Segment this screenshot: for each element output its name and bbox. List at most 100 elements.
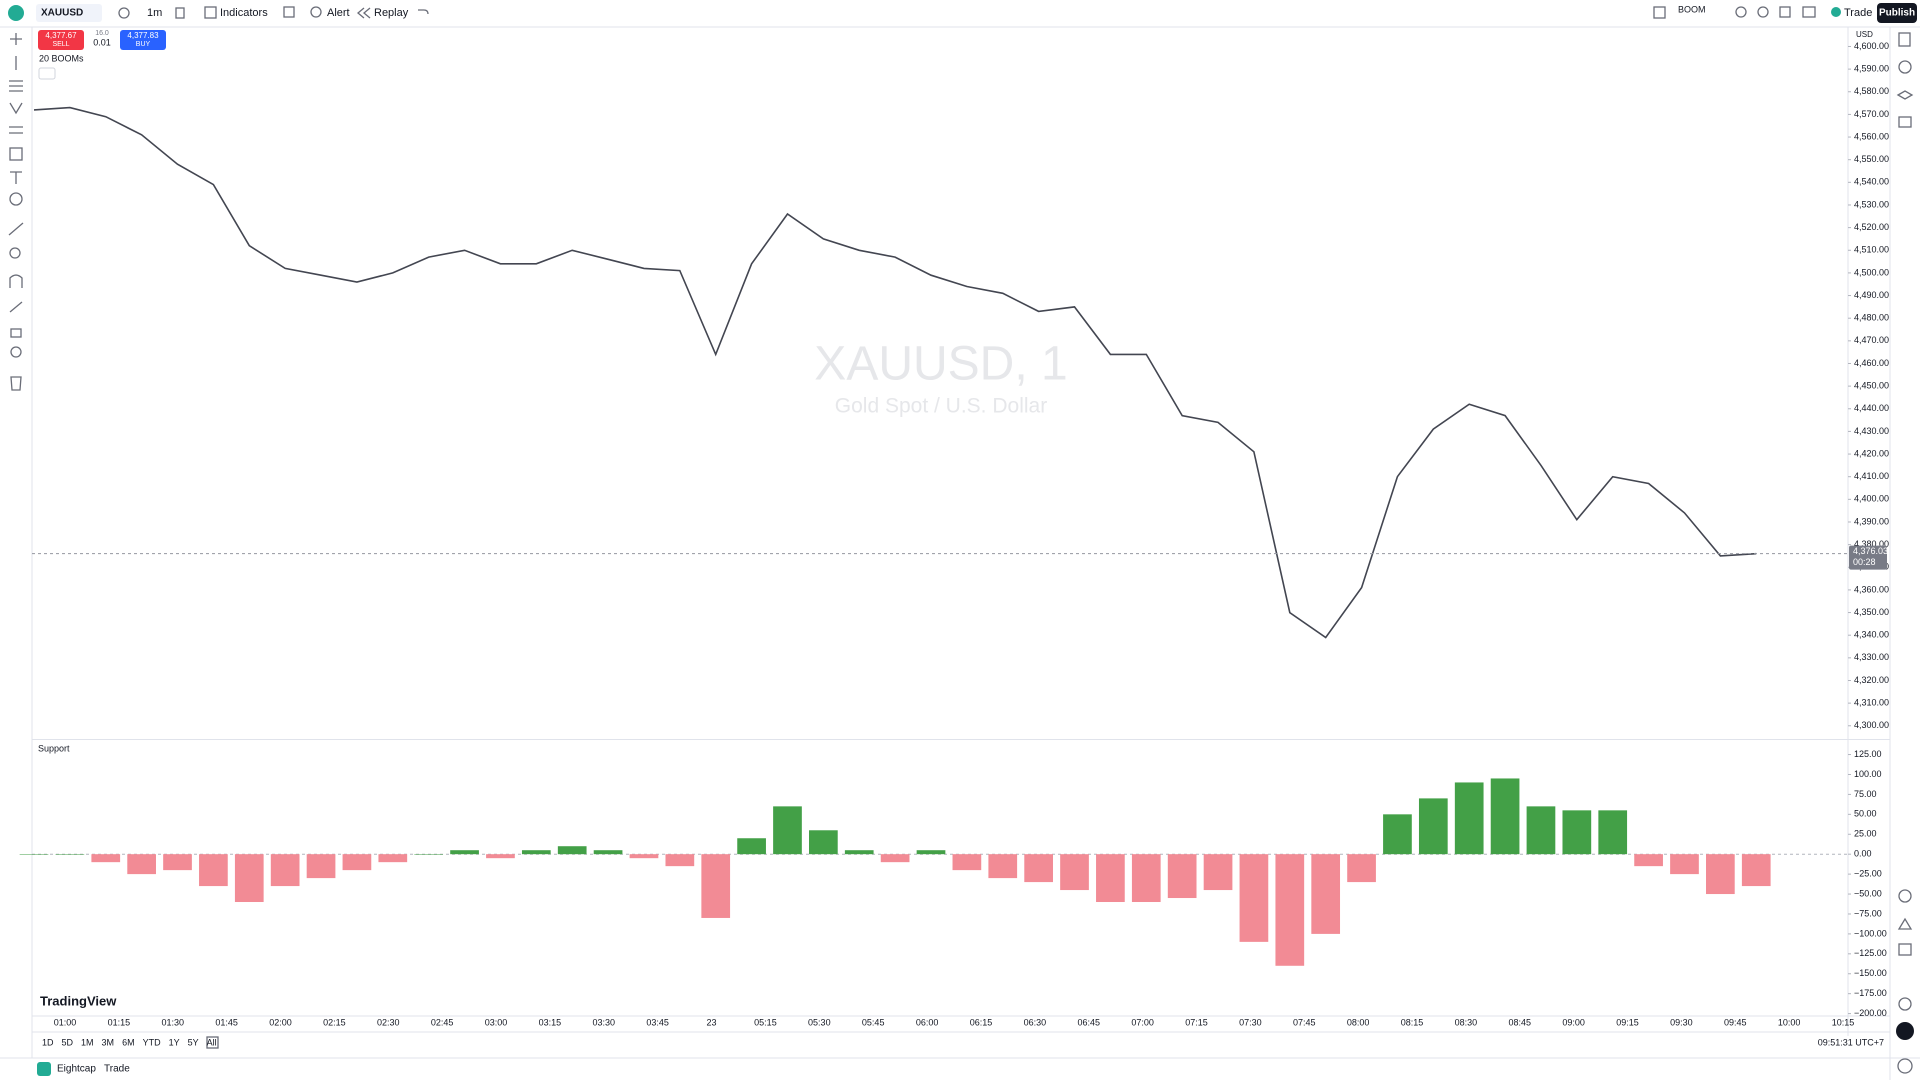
crosshair-tool[interactable] [10,33,22,45]
undo[interactable] [418,9,429,15]
trade[interactable]: Trade [1844,7,1872,19]
buy-label[interactable]: BUY [136,41,151,48]
histogram-bar [1347,854,1376,883]
symbol-box[interactable] [36,4,102,22]
forecast-tool[interactable] [9,126,23,134]
replay[interactable]: Replay [374,7,409,19]
broker-icon [37,1062,51,1076]
y-tick-label: 50.00 [1854,809,1877,819]
layers-icon[interactable] [1896,90,1914,100]
interval[interactable]: 1m [147,7,162,19]
indicators-icon[interactable] [204,6,217,19]
trash-tool[interactable] [10,376,22,391]
replay-icon[interactable] [356,7,371,19]
histogram-bar [593,850,623,855]
range-button[interactable]: YTD [143,1037,162,1047]
range-button[interactable]: 3M [102,1037,115,1047]
y-tick-label: −75.00 [1854,908,1882,918]
y-tick-label: 4,330.00 [1854,652,1889,662]
buy-price[interactable]: 4,377.83 [127,31,159,40]
settings-icon[interactable] [1757,6,1769,18]
time-label: 03:30 [593,1017,616,1027]
sell-price[interactable]: 4,377.67 [45,31,77,40]
notifications-icon[interactable] [1898,997,1912,1011]
shape-tool[interactable] [9,147,23,161]
time-label: 09:15 [1616,1017,1639,1027]
search-icon[interactable] [1735,6,1747,18]
boom[interactable]: BOOM [1678,4,1706,14]
histogram-bar [378,854,408,863]
indicators[interactable]: Indicators [220,7,268,19]
magnet-tool[interactable] [9,274,23,288]
icon-tool[interactable] [9,192,23,206]
time-label: 07:45 [1293,1017,1316,1027]
range-button[interactable]: 1Y [169,1037,180,1047]
histogram-bar [1131,854,1161,903]
currency[interactable]: USD [1856,30,1873,39]
y-tick-label: 4,510.00 [1854,245,1889,255]
quantity[interactable]: 0.01 [93,37,111,47]
collapse-button[interactable] [38,67,56,80]
camera-icon[interactable] [1802,6,1816,18]
y-tick-label: 4,490.00 [1854,290,1889,300]
hide-tool[interactable] [10,346,22,358]
histogram-bar [1024,854,1053,883]
range-button[interactable]: 5D [62,1037,74,1047]
watchlist-icon[interactable] [1898,32,1911,47]
target-icon[interactable] [1898,889,1912,903]
lock-tool[interactable] [10,328,22,338]
draw-mode-tool[interactable] [9,301,23,313]
time-label: 06:00 [916,1017,939,1027]
histogram-bar [1096,854,1125,903]
ruler-tool[interactable] [8,222,24,236]
help-icon[interactable] [1897,1058,1913,1074]
time-label: 10:15 [1832,1017,1855,1027]
time-label: 07:00 [1131,1017,1154,1027]
window-icon[interactable] [1653,6,1666,19]
chat-icon[interactable] [1898,116,1912,128]
sell-label[interactable]: SELL [52,41,69,48]
symbol[interactable]: XAUUSD [41,8,83,19]
alert[interactable]: Alert [327,7,350,19]
y-tick-label: 4,540.00 [1854,177,1889,187]
sell-button[interactable] [38,30,84,50]
fib-tool[interactable] [9,80,23,92]
publish-button[interactable] [1877,3,1917,23]
y-tick-label: −50.00 [1854,888,1882,898]
y-tick-label: −100.00 [1854,928,1887,938]
ideas-icon[interactable] [1897,917,1913,930]
histogram-bar [844,850,874,855]
publish[interactable]: Publish [1879,8,1915,19]
fullscreen-icon[interactable] [1779,6,1791,18]
apps-button[interactable] [1896,1022,1914,1040]
range-button[interactable]: 1D [42,1037,54,1047]
range-button[interactable]: 5Y [188,1037,199,1047]
avatar[interactable] [8,5,24,21]
broker[interactable]: Eightcap [57,1064,96,1075]
calendar-icon[interactable] [1898,943,1912,956]
time-label: 07:30 [1239,1017,1262,1027]
text-tool[interactable] [10,171,22,184]
y-tick-label: 4,590.00 [1854,63,1889,73]
range-button[interactable]: All [207,1037,217,1047]
alert-icon[interactable] [310,6,322,18]
date-range-icon[interactable] [206,1036,219,1049]
alerts-icon[interactable] [1898,60,1912,74]
histogram-bar [55,854,85,855]
add-icon[interactable] [118,7,130,19]
indicator-legend[interactable]: 20 BOOMs [39,53,84,63]
range-button[interactable]: 6M [122,1037,135,1047]
histogram-bar [163,854,192,871]
range-button[interactable]: 1M [81,1037,94,1047]
chart-type-icon[interactable] [175,7,185,19]
layout-icon[interactable] [283,6,295,18]
footer-trade[interactable]: Trade [104,1064,130,1075]
pattern-tool[interactable] [9,102,23,115]
zoom-tool[interactable] [9,247,21,259]
histogram-bar [952,854,982,871]
trade-icon[interactable] [1831,7,1841,17]
y-tick-label: 4,340.00 [1854,630,1889,640]
buy-button[interactable] [120,30,166,50]
time-label: 02:30 [377,1017,400,1027]
histogram-bar [1203,854,1233,891]
